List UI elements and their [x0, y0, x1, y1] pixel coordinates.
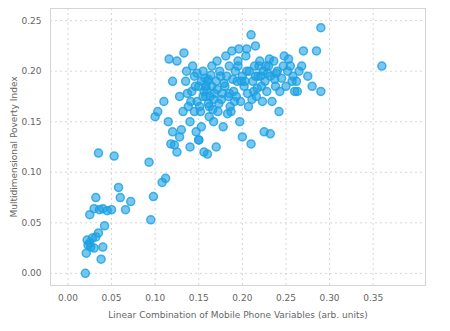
svg-text:Linear Combination of Mobile P: Linear Combination of Mobile Phone Varia… — [108, 310, 367, 320]
svg-text:Multidimensional Poverty Index: Multidimensional Poverty Index — [9, 76, 19, 218]
svg-text:0.35: 0.35 — [363, 293, 383, 303]
svg-text:0.25: 0.25 — [21, 16, 41, 26]
svg-text:0.15: 0.15 — [21, 117, 41, 127]
svg-text:0.00: 0.00 — [58, 293, 78, 303]
svg-text:0.15: 0.15 — [189, 293, 209, 303]
svg-text:0.20: 0.20 — [21, 66, 41, 76]
svg-text:0.10: 0.10 — [21, 167, 41, 177]
svg-text:0.00: 0.00 — [21, 268, 41, 278]
svg-text:0.30: 0.30 — [320, 293, 340, 303]
svg-text:0.05: 0.05 — [102, 293, 122, 303]
svg-text:0.05: 0.05 — [21, 218, 41, 228]
svg-text:0.25: 0.25 — [276, 293, 296, 303]
svg-text:0.10: 0.10 — [145, 293, 165, 303]
svg-text:0.20: 0.20 — [232, 293, 252, 303]
